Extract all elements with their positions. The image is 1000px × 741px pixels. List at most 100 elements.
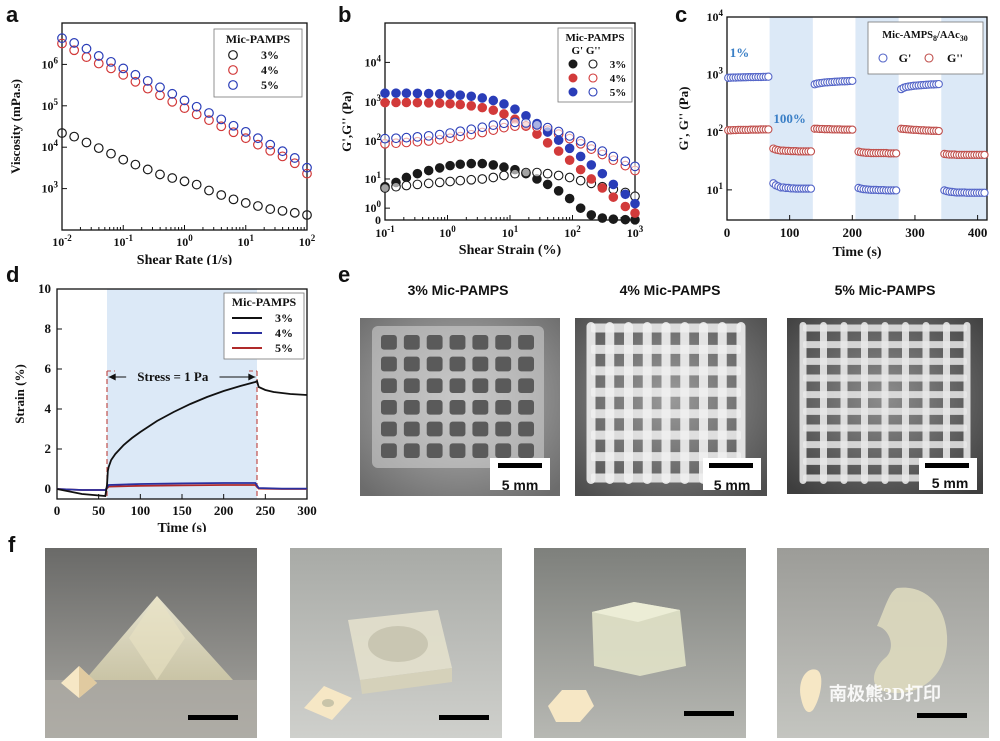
- lattice-hole: [495, 335, 512, 350]
- data-point-3%: [204, 185, 214, 196]
- data-point-5%: [204, 108, 214, 118]
- data-point-5%-storage: [488, 95, 499, 106]
- legend-marker-filled: [568, 59, 578, 69]
- lattice-hole: [426, 443, 443, 458]
- data-point-loss: [980, 150, 989, 160]
- legend-label: 3%: [261, 48, 279, 62]
- data-point-5%-loss: [477, 122, 488, 133]
- photo-e-3-label: 5% Mic-PAMPS: [834, 282, 936, 298]
- data-point-4%: [93, 58, 104, 69]
- data-point-4%-storage: [630, 208, 640, 218]
- data-point-5%-loss: [466, 124, 477, 135]
- y-tick-label: 10: [38, 281, 51, 296]
- filament-vertical: [902, 322, 909, 484]
- lattice-hole: [472, 400, 489, 415]
- lattice-hole: [449, 443, 466, 458]
- lattice-hole: [403, 356, 420, 372]
- data-point-5%-loss: [586, 141, 597, 151]
- data-point-5%-storage: [630, 198, 640, 209]
- data-point-5%-loss: [434, 129, 445, 140]
- y-tick-label: 8: [45, 321, 52, 336]
- data-point-storage: [934, 79, 943, 89]
- data-point-5%-storage: [499, 99, 509, 109]
- data-point-5%-loss: [542, 122, 553, 133]
- lattice-hole: [472, 356, 489, 372]
- data-point-3%-loss: [455, 175, 466, 186]
- y-axis-label: G', G'' (Pa): [676, 87, 691, 151]
- legend-marker-loss: [924, 53, 934, 63]
- x-tick-label: 0: [54, 503, 61, 518]
- lattice-hole: [518, 443, 534, 458]
- data-point-4%-storage: [434, 98, 445, 109]
- y-tick-label: 101: [707, 181, 724, 197]
- panel-letter-c: c: [675, 2, 688, 27]
- data-point-5%-storage: [586, 160, 597, 170]
- y-axis-label: Strain (%): [12, 364, 27, 424]
- data-point-5%-storage: [423, 88, 434, 99]
- data-point-5%-storage: [445, 89, 455, 100]
- filament-vertical: [840, 322, 848, 484]
- data-point-5%: [277, 146, 288, 157]
- scale-bar-f3: [684, 711, 734, 716]
- filament-vertical: [642, 322, 652, 484]
- y-tick-label: 103: [707, 66, 724, 82]
- data-point-5%-loss: [401, 132, 412, 143]
- data-point-3%: [167, 173, 178, 183]
- data-point-5%: [130, 69, 141, 80]
- data-point-3%-storage: [586, 210, 597, 220]
- data-point-3%: [93, 143, 104, 154]
- panel-b: b 10-1 100 101 102 103 0 100 101 102 103 104 Shear …: [330, 0, 665, 265]
- filament-vertical: [624, 322, 633, 484]
- data-point-3%: [289, 207, 300, 218]
- lattice-hole: [472, 335, 489, 350]
- data-point-loss: [848, 125, 857, 134]
- legend-title: Mic-PAMPS: [232, 295, 297, 309]
- data-point-5%: [240, 126, 251, 137]
- legend-title: Mic-AMPS8/AAc30: [882, 30, 967, 43]
- data-point-3%: [57, 128, 67, 138]
- filament-vertical: [736, 322, 746, 484]
- data-point-4%: [240, 133, 251, 144]
- lattice-hole: [403, 400, 420, 415]
- data-point-4%-storage: [488, 105, 499, 116]
- y-tick-label: 104: [365, 53, 382, 69]
- y-tick-label: 103: [365, 93, 382, 109]
- y-tick-label: 101: [365, 170, 382, 186]
- lattice-hole: [381, 335, 397, 350]
- data-point-5%-loss: [553, 126, 564, 137]
- panel-e: e 3% Mic-PAMPS 5 mm 4% Mic-PAMPS 5 mm 5%: [330, 262, 1000, 532]
- lattice-hole: [472, 378, 489, 393]
- data-point-3%: [253, 201, 263, 211]
- plot-frame: [726, 16, 988, 221]
- data-point-3%-loss: [521, 167, 531, 178]
- data-point-4%-storage: [423, 98, 434, 108]
- x-axis-label: Time (s): [157, 521, 206, 532]
- data-point-3%-storage: [434, 163, 445, 173]
- legend-title: Mic-PAMPS: [226, 32, 291, 46]
- data-point-4%: [167, 96, 178, 107]
- chart-c-recovery: 0 100 200 300 400 101 102 103 104 Time (s) G', G''…: [676, 8, 989, 260]
- filament-vertical: [861, 322, 868, 484]
- data-point-5%-storage: [455, 90, 466, 100]
- data-point-5%-loss: [488, 120, 499, 130]
- data-point-3%: [277, 205, 288, 216]
- filament-vertical: [922, 322, 930, 484]
- lattice-hole: [495, 400, 512, 415]
- scale-bar-e2: [709, 463, 753, 468]
- legend-label: 5%: [275, 341, 293, 355]
- legend-label-loss: G'': [947, 51, 963, 65]
- data-point-3%-loss: [542, 168, 553, 179]
- y-tick-label: 0: [375, 213, 381, 227]
- filament-vertical: [661, 322, 671, 484]
- data-point-5%-storage: [380, 88, 390, 99]
- filament-vertical: [963, 322, 971, 484]
- data-point-storage: [806, 184, 816, 193]
- photo-e-1-label: 3% Mic-PAMPS: [407, 282, 509, 298]
- legend-marker-filled: [568, 87, 578, 97]
- data-point-5%: [155, 82, 165, 93]
- filament-vertical: [680, 322, 690, 484]
- data-point-3%-storage: [466, 158, 477, 169]
- annotation-stress: Stress = 1 Pa: [137, 369, 209, 384]
- data-point-5%-loss: [597, 146, 608, 156]
- legend-marker-storage: [878, 53, 888, 63]
